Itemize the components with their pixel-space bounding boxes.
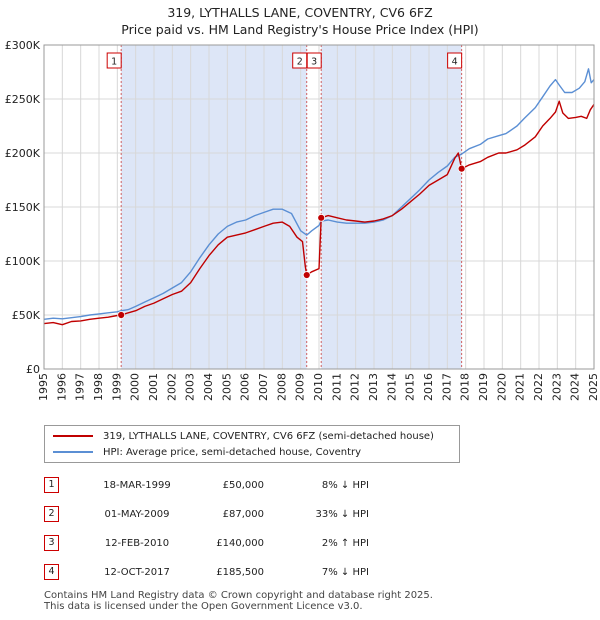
x-tick-label: 2022 [532, 373, 545, 401]
chart-title: 319, LYTHALLS LANE, COVENTRY, CV6 6FZ [167, 5, 433, 20]
sale-number-badge: 3 [44, 535, 59, 551]
table-row: 4 12-OCT-2017 £185,500 7% ↓ HPI [44, 561, 464, 590]
x-tick-label: 2012 [349, 373, 362, 401]
sale-point [457, 164, 466, 173]
x-tick-label: 2023 [550, 373, 563, 401]
sale-label-box [447, 52, 463, 69]
sale-hpi-diff: 33% ↓ HPI [315, 509, 369, 520]
table-row: 1 18-MAR-1999 £50,000 8% ↓ HPI [44, 474, 464, 503]
sale-label-box [306, 52, 322, 69]
x-tick-label: 1998 [92, 373, 105, 401]
sale-point [117, 311, 126, 319]
sale-price: £50,000 [222, 480, 264, 491]
x-tick-label: 2002 [165, 373, 178, 401]
footer: Contains HM Land Registry data © Crown c… [44, 590, 433, 612]
x-tick-label: 2016 [422, 373, 435, 401]
sale-price: £185,500 [216, 567, 264, 578]
legend-swatch-property [53, 435, 93, 437]
sale-price: £140,000 [216, 538, 264, 549]
x-tick-label: 1999 [110, 373, 123, 401]
sale-hpi-diff: 2% ↑ HPI [321, 538, 369, 549]
x-tick-label: 2009 [294, 373, 307, 401]
footer-copyright: Contains HM Land Registry data © Crown c… [44, 590, 433, 601]
y-tick-label: £150K [5, 201, 41, 214]
x-tick-label: 2021 [514, 373, 527, 401]
x-tick-label: 1996 [55, 373, 68, 401]
table-row: 3 12-FEB-2010 £140,000 2% ↑ HPI [44, 532, 464, 561]
sale-hpi-diff: 8% ↓ HPI [321, 480, 369, 491]
chart-title-block: 319, LYTHALLS LANE, COVENTRY, CV6 6FZ Pr… [0, 4, 600, 38]
y-tick-label: £300K [5, 39, 41, 52]
sale-number-badge: 2 [44, 506, 59, 522]
x-tick-label: 2007 [257, 373, 270, 401]
sale-point [302, 271, 311, 279]
chart-subtitle: Price paid vs. HM Land Registry's House … [121, 22, 479, 37]
x-tick-label: 2005 [220, 373, 233, 401]
x-tick-label: 2011 [330, 373, 343, 401]
x-tick-label: 2024 [569, 373, 582, 401]
hpi-series-line [43, 68, 595, 320]
legend-label-property: 319, LYTHALLS LANE, COVENTRY, CV6 6FZ (s… [103, 430, 434, 442]
footer-licence: This data is licensed under the Open Gov… [44, 601, 363, 612]
sale-price: £87,000 [222, 509, 264, 520]
x-tick-label: 2019 [477, 373, 490, 401]
y-tick-label: £100K [5, 255, 41, 268]
x-tick-label: 2014 [385, 373, 398, 401]
y-tick-label: £50K [12, 309, 41, 322]
x-tick-label: 2006 [239, 373, 252, 401]
x-tick-label: 2013 [367, 373, 380, 401]
sale-hpi-diff: 7% ↓ HPI [321, 567, 369, 578]
y-tick-label: £200K [5, 147, 41, 160]
legend-label-hpi: HPI: Average price, semi-detached house,… [103, 446, 362, 458]
sale-date: 01-MAY-2009 [104, 509, 170, 520]
x-tick-label: 2020 [495, 373, 508, 401]
legend-swatch-hpi [53, 451, 93, 453]
x-tick-label: 2008 [275, 373, 288, 401]
sales-table: 1 18-MAR-1999 £50,000 8% ↓ HPI 2 01-MAY-… [44, 474, 464, 590]
sale-label-box [106, 52, 122, 69]
table-row: 2 01-MAY-2009 £87,000 33% ↓ HPI [44, 503, 464, 532]
sale-label: 3 [311, 57, 317, 68]
sale-date: 12-OCT-2017 [104, 567, 170, 578]
sale-point [317, 213, 326, 222]
x-tick-label: 2000 [129, 373, 142, 401]
x-tick-label: 2001 [147, 373, 160, 401]
sale-number-badge: 1 [44, 477, 59, 493]
legend-item-property: 319, LYTHALLS LANE, COVENTRY, CV6 6FZ (s… [53, 428, 434, 444]
legend: 319, LYTHALLS LANE, COVENTRY, CV6 6FZ (s… [44, 425, 460, 463]
sale-date: 18-MAR-1999 [103, 480, 171, 491]
plot-frame [43, 44, 595, 370]
x-tick-label: 1995 [37, 373, 50, 401]
sale-number-badge: 4 [44, 564, 59, 580]
x-tick-label: 2004 [202, 373, 215, 401]
sale-date: 12-FEB-2010 [104, 538, 170, 549]
x-tick-label: 2015 [404, 373, 417, 401]
x-tick-label: 1997 [74, 373, 87, 401]
x-tick-label: 2025 [587, 373, 600, 401]
y-tick-label: £250K [5, 93, 41, 106]
x-tick-label: 2003 [184, 373, 197, 401]
y-tick-label: £0 [26, 363, 40, 376]
sale-label: 4 [452, 57, 458, 68]
x-tick-label: 2018 [459, 373, 472, 401]
sale-label: 2 [297, 57, 303, 68]
x-tick-label: 2017 [440, 373, 453, 401]
legend-item-hpi: HPI: Average price, semi-detached house,… [53, 444, 361, 460]
x-tick-label: 2010 [312, 373, 325, 401]
sale-label: 1 [111, 57, 117, 68]
